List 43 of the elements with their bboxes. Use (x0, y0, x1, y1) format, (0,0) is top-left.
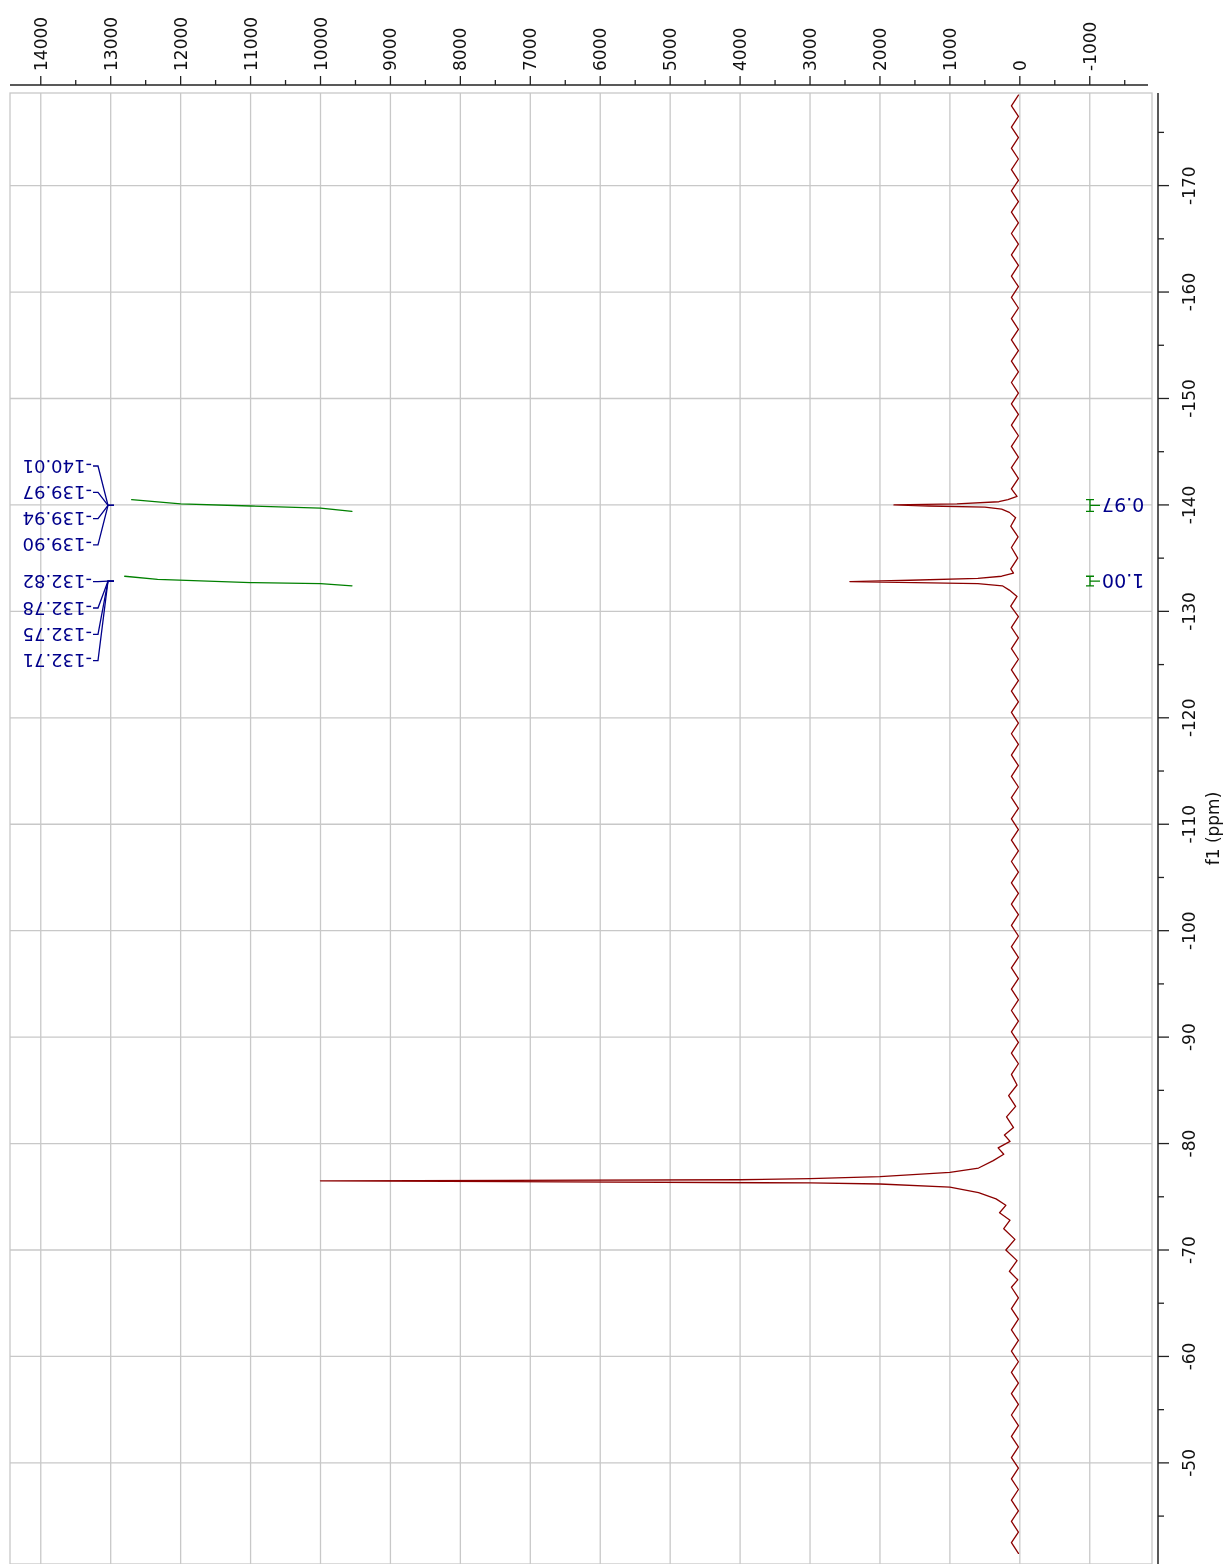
x-tick-label: 14000 (30, 16, 51, 71)
y-tick-label: -100 (1179, 911, 1199, 950)
annotation: -132.82 (22, 571, 92, 593)
x-tick-label: 2000 (869, 27, 890, 71)
x-tick-label: 5000 (660, 27, 681, 71)
x-tick-label: 9000 (380, 27, 401, 71)
x-tick-label: 12000 (170, 16, 191, 71)
annotation: -139.90 (22, 534, 92, 556)
annotation: 1.00 (1102, 570, 1145, 593)
y-tick-label: -170 (1179, 166, 1199, 205)
annotation: 0.97 (1102, 494, 1145, 517)
x-tick-label: 6000 (590, 27, 611, 71)
y-tick-label: -70 (1179, 1236, 1199, 1264)
y-tick-label: -50 (1179, 1448, 1199, 1477)
annotation: -132.71 (22, 650, 92, 672)
x-tick-label: 0 (1009, 60, 1030, 71)
x-tick-label: 10000 (310, 16, 331, 71)
annotation: -132.75 (22, 623, 92, 645)
x-tick-label: 7000 (520, 27, 541, 71)
y-tick-label: -90 (1179, 1023, 1199, 1052)
x-tick-label: 1000 (939, 27, 960, 71)
x-tick-label: 3000 (800, 27, 821, 71)
annotation: -139.97 (22, 481, 92, 503)
y-tick-label: -120 (1179, 698, 1199, 738)
line-series (131, 498, 353, 512)
y-tick-label: -140 (1179, 485, 1199, 525)
annotation: -132.78 (22, 597, 92, 619)
y-axis-title: f1 (ppm) (1203, 791, 1223, 866)
y-tick-label: -150 (1179, 379, 1199, 418)
y-tick-label: -60 (1179, 1342, 1199, 1371)
line-series (319, 94, 1020, 1555)
annotation: -140.01 (22, 455, 92, 477)
x-tick-label: 4000 (730, 27, 751, 71)
x-tick-label: 11000 (240, 16, 261, 71)
y-tick-label: -130 (1179, 592, 1199, 631)
x-tick-label: 8000 (450, 27, 471, 71)
line-series (124, 575, 353, 587)
y-tick-label: -110 (1179, 804, 1199, 844)
annotation: -139.94 (22, 508, 92, 530)
x-tick-label: 13000 (100, 16, 121, 71)
x-tick-label: -1000 (1079, 21, 1100, 71)
y-tick-label: -160 (1179, 272, 1199, 312)
y-tick-label: -80 (1179, 1129, 1199, 1158)
